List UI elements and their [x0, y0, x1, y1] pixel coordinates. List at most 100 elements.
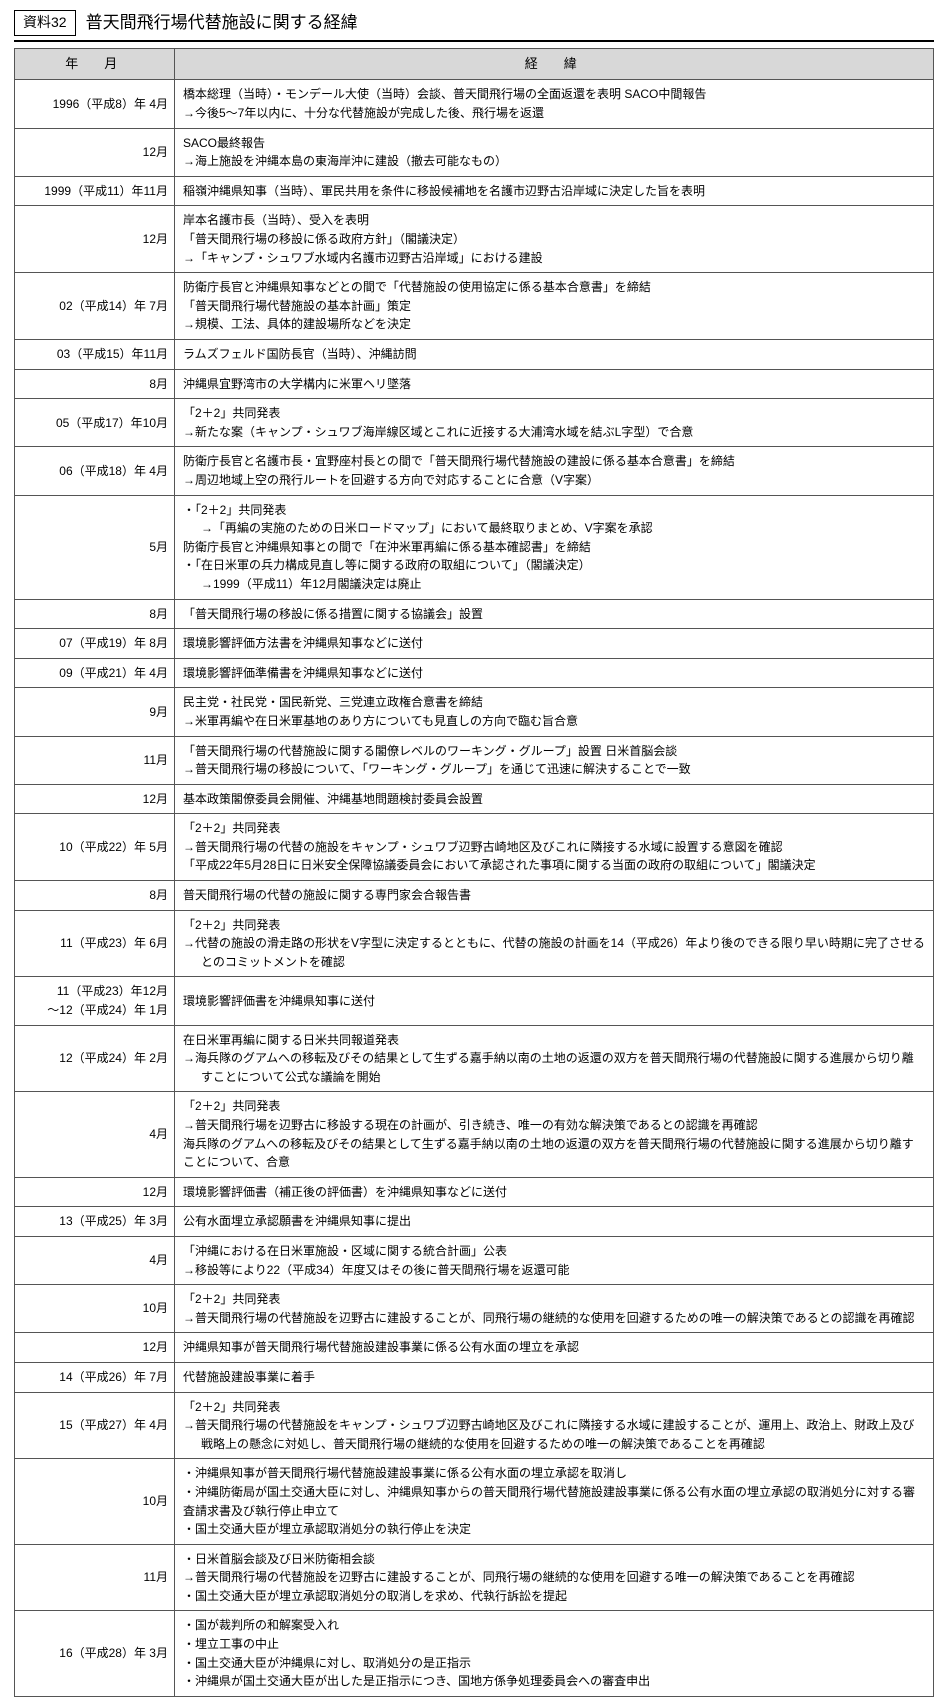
- desc-cell: 「2＋2」共同発表→普天間飛行場の代替施設をキャンプ・シュワブ辺野古崎地区及びこ…: [175, 1392, 934, 1459]
- table-row: 12月基本政策閣僚委員会開催、沖縄基地問題検討委員会設置: [15, 784, 934, 814]
- table-row: 1999（平成11）年11月稲嶺沖縄県知事（当時）、軍民共用を条件に移設候補地を…: [15, 176, 934, 206]
- desc-cell: ・国が裁判所の和解案受入れ・埋立工事の中止・国土交通大臣が沖縄県に対し、取消処分…: [175, 1611, 934, 1696]
- desc-cell: 「2＋2」共同発表→新たな案（キャンプ・シュワブ海岸線区域とこれに近接する大浦湾…: [175, 399, 934, 447]
- table-row: 09（平成21）年 4月環境影響評価準備書を沖縄県知事などに送付: [15, 658, 934, 688]
- date-cell: 8月: [15, 369, 175, 399]
- desc-cell: ラムズフェルド国防長官（当時）、沖縄訪問: [175, 340, 934, 370]
- date-cell: 05（平成17）年10月: [15, 399, 175, 447]
- table-row: 07（平成19）年 8月環境影響評価方法書を沖縄県知事などに送付: [15, 629, 934, 659]
- desc-cell: 稲嶺沖縄県知事（当時）、軍民共用を条件に移設候補地を名護市辺野古沿岸域に決定した…: [175, 176, 934, 206]
- date-cell: 09（平成21）年 4月: [15, 658, 175, 688]
- date-cell: 14（平成26）年 7月: [15, 1362, 175, 1392]
- date-cell: 16（平成28）年 3月: [15, 1611, 175, 1696]
- table-row: 4月「2＋2」共同発表→普天間飛行場を辺野古に移設する現在の計画が、引き続き、唯…: [15, 1092, 934, 1177]
- date-cell: 9月: [15, 688, 175, 736]
- desc-cell: 「普天間飛行場の移設に係る措置に関する協議会」設置: [175, 599, 934, 629]
- desc-cell: 「2＋2」共同発表→普天間飛行場を辺野古に移設する現在の計画が、引き続き、唯一の…: [175, 1092, 934, 1177]
- desc-cell: 在日米軍再編に関する日米共同報道発表→海兵隊のグアムへの移転及びその結果として生…: [175, 1025, 934, 1092]
- table-row: 02（平成14）年 7月防衛庁長官と沖縄県知事などとの間で「代替施設の使用協定に…: [15, 273, 934, 340]
- desc-cell: 「2＋2」共同発表→代替の施設の滑走路の形状をV字型に決定するとともに、代替の施…: [175, 910, 934, 977]
- date-cell: 1996（平成8）年 4月: [15, 80, 175, 128]
- table-row: 05（平成17）年10月「2＋2」共同発表→新たな案（キャンプ・シュワブ海岸線区…: [15, 399, 934, 447]
- date-cell: 13（平成25）年 3月: [15, 1207, 175, 1237]
- desc-cell: 「普天間飛行場の代替施設に関する閣僚レベルのワーキング・グループ」設置 日米首脳…: [175, 736, 934, 784]
- title-row: 資料32 普天間飛行場代替施設に関する経緯: [14, 10, 934, 42]
- table-row: 12月岸本名護市長（当時）、受入を表明「普天間飛行場の移設に係る政府方針」（閣議…: [15, 206, 934, 273]
- date-cell: 10月: [15, 1459, 175, 1544]
- desc-cell: 沖縄県知事が普天間飛行場代替施設建設事業に係る公有水面の埋立を承認: [175, 1333, 934, 1363]
- desc-cell: 「2＋2」共同発表→普天間飛行場の代替施設を辺野古に建設することが、同飛行場の継…: [175, 1285, 934, 1333]
- date-cell: 15（平成27）年 4月: [15, 1392, 175, 1459]
- table-row: 11月「普天間飛行場の代替施設に関する閣僚レベルのワーキング・グループ」設置 日…: [15, 736, 934, 784]
- desc-cell: 「2＋2」共同発表→普天間飛行場の代替の施設をキャンプ・シュワブ辺野古崎地区及び…: [175, 814, 934, 881]
- desc-cell: 民主党・社民党・国民新党、三党連立政権合意書を締結→米軍再編や在日米軍基地のあり…: [175, 688, 934, 736]
- desc-cell: 環境影響評価書（補正後の評価書）を沖縄県知事などに送付: [175, 1177, 934, 1207]
- date-cell: 5月: [15, 495, 175, 599]
- desc-cell: ・日米首脳会談及び日米防衛相会談→普天間飛行場の代替施設を辺野古に建設することが…: [175, 1544, 934, 1611]
- col-header-date: 年 月: [15, 49, 175, 80]
- date-cell: 4月: [15, 1236, 175, 1284]
- desc-cell: 代替施設建設事業に着手: [175, 1362, 934, 1392]
- date-cell: 8月: [15, 599, 175, 629]
- table-row: 13（平成25）年 3月公有水面埋立承認願書を沖縄県知事に提出: [15, 1207, 934, 1237]
- date-cell: 11月: [15, 736, 175, 784]
- date-cell: 03（平成15）年11月: [15, 340, 175, 370]
- date-cell: 12月: [15, 128, 175, 176]
- table-row: 16（平成28）年 3月・国が裁判所の和解案受入れ・埋立工事の中止・国土交通大臣…: [15, 1611, 934, 1696]
- date-cell: 06（平成18）年 4月: [15, 447, 175, 495]
- desc-cell: 防衛庁長官と名護市長・宜野座村長との間で「普天間飛行場代替施設の建設に係る基本合…: [175, 447, 934, 495]
- document-badge: 資料32: [14, 10, 76, 36]
- desc-cell: SACO最終報告→海上施設を沖縄本島の東海岸沖に建設（撤去可能なもの）: [175, 128, 934, 176]
- table-row: 10（平成22）年 5月「2＋2」共同発表→普天間飛行場の代替の施設をキャンプ・…: [15, 814, 934, 881]
- desc-cell: ・「2＋2」共同発表→「再編の実施のための日米ロードマップ」において最終取りまと…: [175, 495, 934, 599]
- date-cell: 12月: [15, 1177, 175, 1207]
- desc-cell: 沖縄県宜野湾市の大学構内に米軍ヘリ墜落: [175, 369, 934, 399]
- desc-cell: 環境影響評価方法書を沖縄県知事などに送付: [175, 629, 934, 659]
- desc-cell: 環境影響評価準備書を沖縄県知事などに送付: [175, 658, 934, 688]
- table-row: 11（平成23）年 6月「2＋2」共同発表→代替の施設の滑走路の形状をV字型に決…: [15, 910, 934, 977]
- date-cell: 12月: [15, 784, 175, 814]
- desc-cell: 普天間飛行場の代替の施設に関する専門家会合報告書: [175, 881, 934, 911]
- date-cell: 02（平成14）年 7月: [15, 273, 175, 340]
- table-header-row: 年 月 経 緯: [15, 49, 934, 80]
- document-title: 普天間飛行場代替施設に関する経緯: [86, 10, 358, 36]
- table-row: 8月普天間飛行場の代替の施設に関する専門家会合報告書: [15, 881, 934, 911]
- desc-cell: 基本政策閣僚委員会開催、沖縄基地問題検討委員会設置: [175, 784, 934, 814]
- date-cell: 11月: [15, 1544, 175, 1611]
- table-row: 8月沖縄県宜野湾市の大学構内に米軍ヘリ墜落: [15, 369, 934, 399]
- table-row: 10月「2＋2」共同発表→普天間飛行場の代替施設を辺野古に建設することが、同飛行…: [15, 1285, 934, 1333]
- table-row: 11月・日米首脳会談及び日米防衛相会談→普天間飛行場の代替施設を辺野古に建設する…: [15, 1544, 934, 1611]
- table-row: 4月「沖縄における在日米軍施設・区域に関する統合計画」公表→移設等により22（平…: [15, 1236, 934, 1284]
- date-cell: 1999（平成11）年11月: [15, 176, 175, 206]
- date-cell: 07（平成19）年 8月: [15, 629, 175, 659]
- table-row: 12月環境影響評価書（補正後の評価書）を沖縄県知事などに送付: [15, 1177, 934, 1207]
- desc-cell: 「沖縄における在日米軍施設・区域に関する統合計画」公表→移設等により22（平成3…: [175, 1236, 934, 1284]
- table-row: 12（平成24）年 2月在日米軍再編に関する日米共同報道発表→海兵隊のグアムへの…: [15, 1025, 934, 1092]
- date-cell: 12（平成24）年 2月: [15, 1025, 175, 1092]
- table-row: 5月・「2＋2」共同発表→「再編の実施のための日米ロードマップ」において最終取り…: [15, 495, 934, 599]
- table-row: 06（平成18）年 4月防衛庁長官と名護市長・宜野座村長との間で「普天間飛行場代…: [15, 447, 934, 495]
- table-row: 14（平成26）年 7月代替施設建設事業に着手: [15, 1362, 934, 1392]
- date-cell: 11（平成23）年 6月: [15, 910, 175, 977]
- desc-cell: 防衛庁長官と沖縄県知事などとの間で「代替施設の使用協定に係る基本合意書」を締結「…: [175, 273, 934, 340]
- table-row: 03（平成15）年11月ラムズフェルド国防長官（当時）、沖縄訪問: [15, 340, 934, 370]
- table-row: 10月・沖縄県知事が普天間飛行場代替施設建設事業に係る公有水面の埋立承認を取消し…: [15, 1459, 934, 1544]
- table-row: 15（平成27）年 4月「2＋2」共同発表→普天間飛行場の代替施設をキャンプ・シ…: [15, 1392, 934, 1459]
- date-cell: 12月: [15, 206, 175, 273]
- desc-cell: 岸本名護市長（当時）、受入を表明「普天間飛行場の移設に係る政府方針」（閣議決定）…: [175, 206, 934, 273]
- timeline-table: 年 月 経 緯 1996（平成8）年 4月橋本総理（当時）・モンデール大使（当時…: [14, 48, 934, 1697]
- table-row: 1996（平成8）年 4月橋本総理（当時）・モンデール大使（当時）会談、普天間飛…: [15, 80, 934, 128]
- col-header-desc: 経 緯: [175, 49, 934, 80]
- table-row: 12月SACO最終報告→海上施設を沖縄本島の東海岸沖に建設（撤去可能なもの）: [15, 128, 934, 176]
- desc-cell: 橋本総理（当時）・モンデール大使（当時）会談、普天間飛行場の全面返還を表明 SA…: [175, 80, 934, 128]
- table-row: 12月沖縄県知事が普天間飛行場代替施設建設事業に係る公有水面の埋立を承認: [15, 1333, 934, 1363]
- date-cell: 10月: [15, 1285, 175, 1333]
- date-cell: 12月: [15, 1333, 175, 1363]
- date-cell: 4月: [15, 1092, 175, 1177]
- desc-cell: ・沖縄県知事が普天間飛行場代替施設建設事業に係る公有水面の埋立承認を取消し・沖縄…: [175, 1459, 934, 1544]
- desc-cell: 公有水面埋立承認願書を沖縄県知事に提出: [175, 1207, 934, 1237]
- table-row: 8月「普天間飛行場の移設に係る措置に関する協議会」設置: [15, 599, 934, 629]
- table-row: 9月民主党・社民党・国民新党、三党連立政権合意書を締結→米軍再編や在日米軍基地の…: [15, 688, 934, 736]
- table-row: 11（平成23）年12月～12（平成24）年 1月環境影響評価書を沖縄県知事に送…: [15, 977, 934, 1025]
- desc-cell: 環境影響評価書を沖縄県知事に送付: [175, 977, 934, 1025]
